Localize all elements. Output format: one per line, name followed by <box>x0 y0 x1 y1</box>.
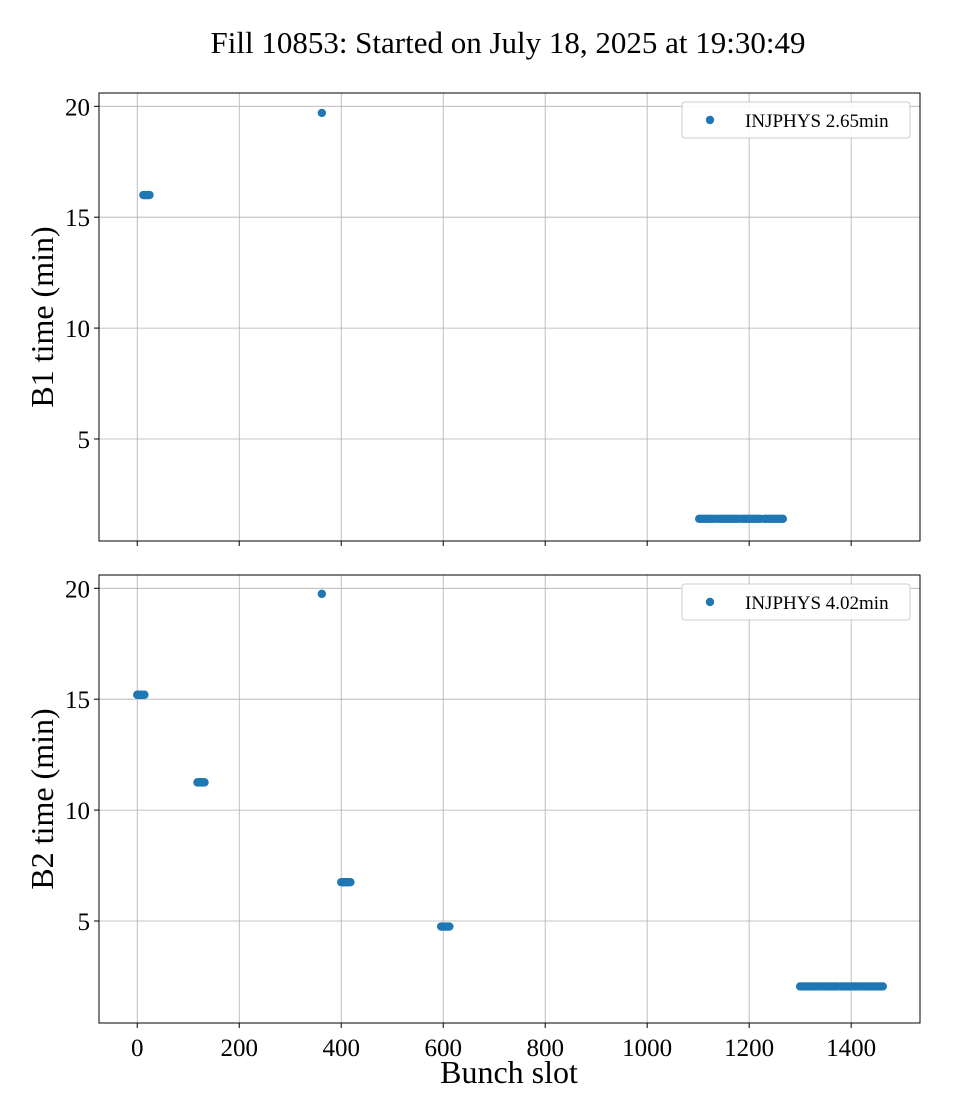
b2-plot-area <box>99 575 920 1023</box>
b2-axes-frame <box>98 574 921 1024</box>
b1-axes-frame <box>98 92 921 542</box>
b1-y-tick-label: 5 <box>78 427 91 454</box>
x-tick-label: 1200 <box>724 1035 774 1062</box>
b1-data-point <box>778 514 788 524</box>
x-tick-label: 1400 <box>826 1035 876 1062</box>
x-tick-label: 1000 <box>622 1035 672 1062</box>
b1-legend <box>681 101 911 139</box>
b1-y-tick-label: 15 <box>65 205 90 232</box>
x-axis-label: Bunch slot <box>440 1054 578 1090</box>
b1-legend-marker <box>705 115 715 125</box>
b2-legend-marker <box>705 597 715 607</box>
b1-legend-label: INJPHYS 2.65min <box>745 111 889 132</box>
x-tick-label: 200 <box>220 1035 258 1062</box>
b1-y-tick-label: 10 <box>65 316 90 343</box>
b1-data-point <box>145 190 154 200</box>
b2-data-point <box>200 778 209 787</box>
chart-title: Fill 10853: Started on July 18, 2025 at … <box>210 25 805 60</box>
b2-data-point <box>317 589 327 599</box>
x-tick-label: 0 <box>131 1035 144 1062</box>
x-tick-label: 800 <box>526 1035 564 1062</box>
b1-plot-area <box>99 93 920 541</box>
b1-data-point <box>317 108 327 118</box>
x-tick-label: 400 <box>322 1035 360 1062</box>
b2-y-tick-label: 10 <box>65 798 90 825</box>
b2-time-panel: B2 time (min) 0 200 400 600 800 1000 1200 1400 5… <box>24 574 921 1062</box>
b2-data-point <box>346 877 355 887</box>
b2-y-tick-label: 15 <box>65 687 90 714</box>
b1-time-panel: B1 time (min) 5 10 15 20 INJPHYS 2.65min <box>24 92 921 546</box>
b2-legend-label: INJPHYS 4.02min <box>745 593 889 614</box>
b2-y-tick-label: 5 <box>78 909 91 936</box>
b2-legend <box>681 583 911 621</box>
b1-y-axis-label: B1 time (min) <box>24 226 60 407</box>
b1-y-tick-label: 20 <box>65 94 90 121</box>
b2-data-point <box>445 922 454 931</box>
b2-y-tick-label: 20 <box>65 576 90 603</box>
b2-y-axis-label: B2 time (min) <box>24 708 60 889</box>
b2-data-point <box>878 982 887 991</box>
x-tick-label: 600 <box>424 1035 462 1062</box>
b2-data-point <box>140 690 149 699</box>
